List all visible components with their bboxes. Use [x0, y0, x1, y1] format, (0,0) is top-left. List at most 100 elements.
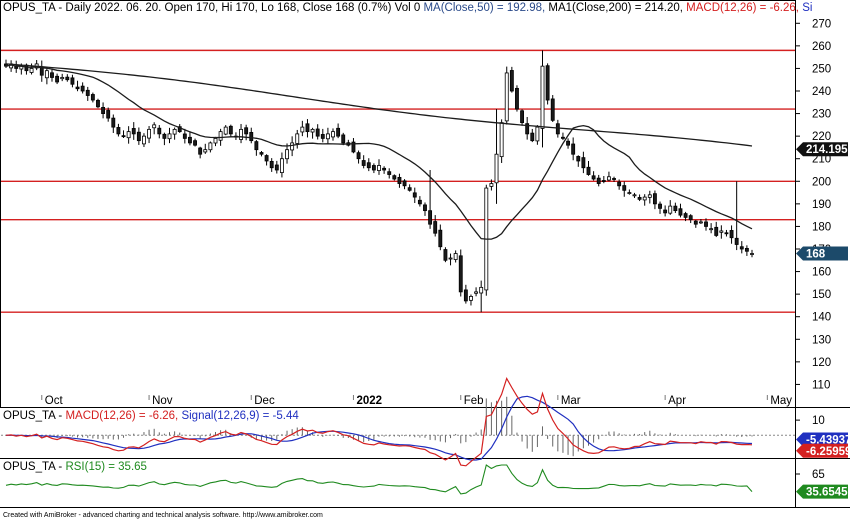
- y-tick-label: 200: [812, 176, 831, 188]
- candle-body: [397, 176, 402, 184]
- candle-body: [254, 141, 259, 151]
- candle-body: [305, 123, 310, 133]
- candle-body: [581, 157, 586, 169]
- candle-body: [423, 204, 427, 212]
- ma50-line: [5, 64, 753, 240]
- x-tick-label: May: [770, 395, 792, 407]
- candle-body: [428, 210, 433, 225]
- candle-body: [642, 196, 647, 201]
- candle-body: [177, 126, 182, 133]
- candle-body: [121, 135, 126, 138]
- candle-body: [188, 136, 192, 144]
- macd-value-label-text: -6.25959: [806, 446, 850, 458]
- candle-body: [571, 143, 576, 155]
- ma200-value-label: 214.195: [796, 142, 848, 157]
- x-tick-label: Apr: [668, 395, 686, 407]
- candle-body: [402, 180, 407, 187]
- ma200-line: [5, 63, 753, 147]
- macd-line: [5, 377, 753, 467]
- candle-body: [555, 123, 560, 135]
- candle-body: [75, 86, 80, 90]
- candle-body: [458, 255, 463, 293]
- candle-body: [387, 171, 392, 175]
- candle-body: [96, 99, 100, 108]
- candle-body: [331, 131, 335, 138]
- candle-body: [142, 135, 146, 145]
- candle-body: [586, 166, 591, 175]
- candle-body: [479, 286, 484, 294]
- rsi-line: [5, 464, 753, 495]
- footer-credit: Created with AmiBroker - advanced charti…: [3, 512, 323, 519]
- candle-body: [351, 141, 356, 153]
- candle-body: [111, 117, 116, 128]
- header-separator: -: [55, 410, 65, 422]
- macd-header: OPUS_TA - MACD(12,26) = -6.26, Signal(12…: [3, 410, 299, 422]
- candle-body: [228, 125, 233, 135]
- candle-body: [157, 127, 162, 135]
- candle-body: [729, 230, 734, 239]
- candle-body: [244, 127, 249, 135]
- x-tick-label: Oct: [45, 395, 64, 407]
- candle-body: [101, 106, 106, 114]
- candle-body: [203, 149, 208, 153]
- candle-body: [739, 246, 744, 250]
- signal-value-label-text: -5.43937: [806, 435, 850, 447]
- price-y-axis: 1101201301401501601701801902002102202302…: [795, 18, 831, 391]
- candle-body: [325, 133, 330, 140]
- y-tick-label: 270: [812, 18, 831, 30]
- price-header: OPUS_TA - Daily 2022. 06. 20. Open 170, …: [3, 2, 812, 14]
- candle-body: [366, 162, 371, 169]
- candle-body: [310, 128, 315, 133]
- signal-value-label-bg: [796, 432, 848, 447]
- symbol-label: OPUS_TA: [3, 461, 56, 473]
- candle-body: [515, 87, 519, 110]
- candle-body: [90, 94, 95, 101]
- candle-body: [530, 132, 535, 142]
- candle-body: [561, 136, 565, 139]
- candle-body: [622, 185, 627, 191]
- candle-body: [208, 142, 213, 151]
- candle-body: [356, 152, 361, 160]
- signal-line: [5, 395, 753, 461]
- y-tick-label: 150: [812, 289, 831, 301]
- symbol-label: OPUS_TA: [3, 2, 56, 14]
- x-tick-label: Feb: [464, 395, 484, 407]
- candle-body: [106, 110, 111, 119]
- candle-body: [218, 131, 223, 141]
- y-tick-label: 140: [812, 312, 831, 324]
- candle-body: [285, 149, 289, 160]
- candle-body: [591, 175, 596, 180]
- candle-body: [264, 155, 269, 162]
- candle-body: [382, 167, 387, 171]
- candle-body: [596, 177, 601, 184]
- candle-body: [412, 192, 417, 198]
- candle-body: [320, 134, 325, 139]
- candle-body: [377, 165, 381, 171]
- candle-body: [704, 221, 708, 227]
- candle-body: [239, 128, 243, 140]
- candle-body: [494, 153, 499, 184]
- candle-body: [693, 220, 698, 225]
- candle-body: [213, 137, 218, 144]
- rsi-header: OPUS_TA - RSI(15) = 35.65: [3, 461, 147, 473]
- candle-body: [336, 127, 341, 137]
- candle-body: [198, 147, 203, 155]
- y-tick-label: 10: [812, 415, 825, 427]
- header-separator: -: [55, 461, 65, 473]
- macd-value-label: -6.25959: [796, 443, 850, 458]
- candle-body: [29, 68, 34, 73]
- candle-body: [520, 110, 525, 124]
- x-tick-label: Mar: [561, 395, 581, 407]
- macd-value-label-bg: [796, 443, 848, 458]
- candle-body: [617, 181, 622, 187]
- candle-body: [223, 126, 228, 135]
- candle-body: [438, 229, 443, 248]
- candle-body: [744, 247, 749, 252]
- candle-body: [295, 133, 300, 144]
- rsi-value-label: 35.6545: [796, 484, 848, 499]
- candle-body: [509, 70, 514, 92]
- candle-body: [668, 205, 673, 214]
- y-tick-label: 120: [812, 357, 831, 369]
- candle-body: [698, 221, 703, 224]
